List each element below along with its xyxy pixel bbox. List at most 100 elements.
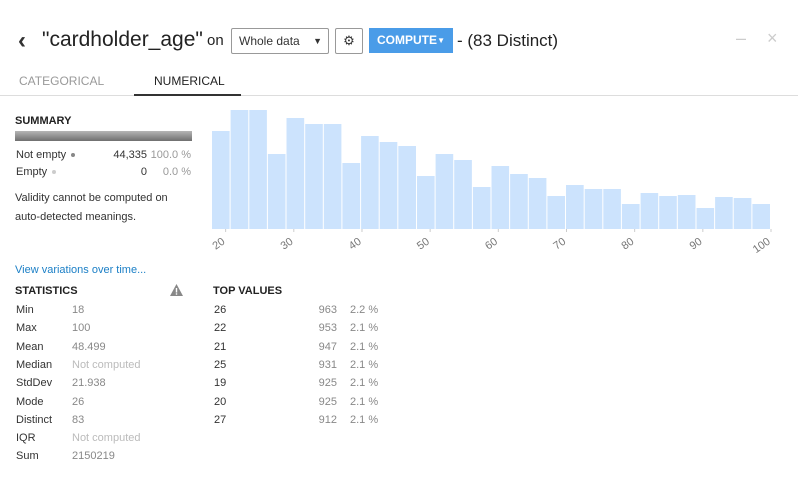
x-tick-label: 80 — [619, 236, 636, 253]
compute-button[interactable]: COMPUTE ▼ — [369, 28, 453, 53]
stat-label: Min — [16, 304, 34, 316]
top-count: 925 — [318, 395, 337, 408]
bar — [435, 154, 454, 229]
top-percent: 2.1 % — [350, 322, 379, 335]
x-tick-label: 60 — [483, 236, 500, 253]
top-count: 912 — [318, 413, 337, 426]
summary-count: 0 — [140, 166, 147, 178]
bar — [323, 124, 342, 229]
stat-value: 2150219 — [72, 450, 115, 463]
stat-label: Distinct — [16, 413, 53, 426]
top-value: 19 — [214, 377, 227, 390]
settings-button[interactable]: ⚙ — [335, 28, 363, 54]
distinct-count: - (83 Distinct) — [457, 31, 559, 50]
stat-label: IQR — [16, 432, 36, 445]
minimize-button[interactable]: – — [736, 28, 747, 48]
summary-percent: 0.0 % — [162, 166, 191, 178]
status-dot — [52, 170, 57, 175]
column-title: "cardholder_age" — [42, 28, 203, 51]
x-tick-label: 90 — [688, 236, 705, 253]
x-tick-label: 70 — [551, 236, 568, 253]
back-button[interactable]: ‹ — [18, 27, 26, 54]
x-tick-label: 100 — [751, 236, 773, 256]
top-percent: 2.1 % — [350, 377, 379, 390]
top-percent: 2.1 % — [350, 340, 379, 353]
bar — [249, 110, 267, 229]
sample-label: Whole data — [239, 34, 300, 48]
bar — [547, 196, 566, 229]
top-value: 27 — [214, 413, 227, 426]
x-tick-label: 40 — [347, 236, 364, 253]
bar — [677, 195, 696, 229]
status-dot — [71, 153, 76, 158]
stat-label: Median — [16, 358, 53, 371]
bar — [472, 187, 491, 229]
dropdown-caret: ▼ — [313, 36, 322, 46]
on-label: on — [207, 32, 224, 49]
bar — [584, 189, 603, 229]
bar — [510, 174, 528, 229]
summary-bar — [15, 131, 192, 141]
top-percent: 2.1 % — [350, 413, 379, 426]
bar — [491, 166, 510, 229]
tab-divider — [0, 95, 798, 96]
section-title: SUMMARY — [15, 115, 72, 127]
bar — [566, 185, 584, 229]
top-value: 22 — [214, 322, 227, 335]
bar — [621, 204, 640, 229]
bar — [267, 154, 286, 229]
stat-value: Not computed — [72, 432, 141, 445]
section-title: TOP VALUES — [213, 285, 283, 297]
bar — [212, 131, 230, 229]
dropdown-caret: ▼ — [437, 36, 445, 45]
bar — [528, 178, 547, 229]
stat-label: Sum — [16, 450, 39, 463]
top-percent: 2.2 % — [350, 304, 379, 316]
sample-select[interactable]: Whole data ▼ — [231, 28, 329, 54]
variations-link[interactable]: View variations over time... — [15, 264, 147, 276]
summary-percent: 100.0 % — [150, 149, 191, 161]
top-count: 931 — [318, 358, 337, 371]
summary-label: Empty — [16, 166, 57, 178]
top-count: 953 — [318, 322, 337, 335]
x-tick-label: 30 — [279, 236, 296, 253]
bar — [733, 198, 752, 229]
bar — [640, 193, 659, 229]
bar — [659, 196, 677, 229]
histogram: 20 30 40 50 60 70 80 90 100 — [210, 110, 773, 256]
stat-value: 18 — [72, 304, 85, 316]
tab[interactable]: CATEGORICAL — [19, 74, 105, 88]
tab-underline — [134, 94, 241, 96]
top-percent: 2.1 % — [350, 358, 379, 371]
stat-value: 26 — [72, 395, 85, 408]
warning-icon[interactable] — [170, 284, 183, 296]
top-value: 26 — [214, 304, 227, 316]
close-button[interactable]: × — [767, 28, 778, 48]
summary-label: Not empty — [16, 149, 76, 161]
top-count: 925 — [318, 377, 337, 390]
top-count: 947 — [318, 340, 337, 353]
stat-value: 100 — [72, 322, 91, 335]
summary-note: Validity cannot be computed on auto-dete… — [15, 192, 168, 223]
stat-label: Mode — [16, 395, 44, 408]
stat-value: 21.938 — [72, 377, 106, 390]
top-percent: 2.1 % — [350, 395, 379, 408]
bar — [305, 124, 323, 229]
bar — [361, 136, 379, 229]
bar — [696, 208, 715, 229]
section-title: STATISTICS — [15, 285, 78, 297]
bar — [715, 197, 733, 229]
top-value: 20 — [214, 395, 227, 408]
bar — [342, 163, 361, 229]
top-value: 21 — [214, 340, 227, 353]
bar — [454, 160, 472, 229]
top-count: 963 — [318, 304, 337, 316]
top-value: 25 — [214, 358, 227, 371]
stat-label: Mean — [16, 340, 44, 353]
bar — [379, 142, 398, 229]
x-tick-label: 20 — [210, 236, 227, 253]
bar — [752, 204, 770, 229]
bar — [286, 118, 305, 229]
tab-active[interactable]: NUMERICAL — [154, 74, 225, 88]
